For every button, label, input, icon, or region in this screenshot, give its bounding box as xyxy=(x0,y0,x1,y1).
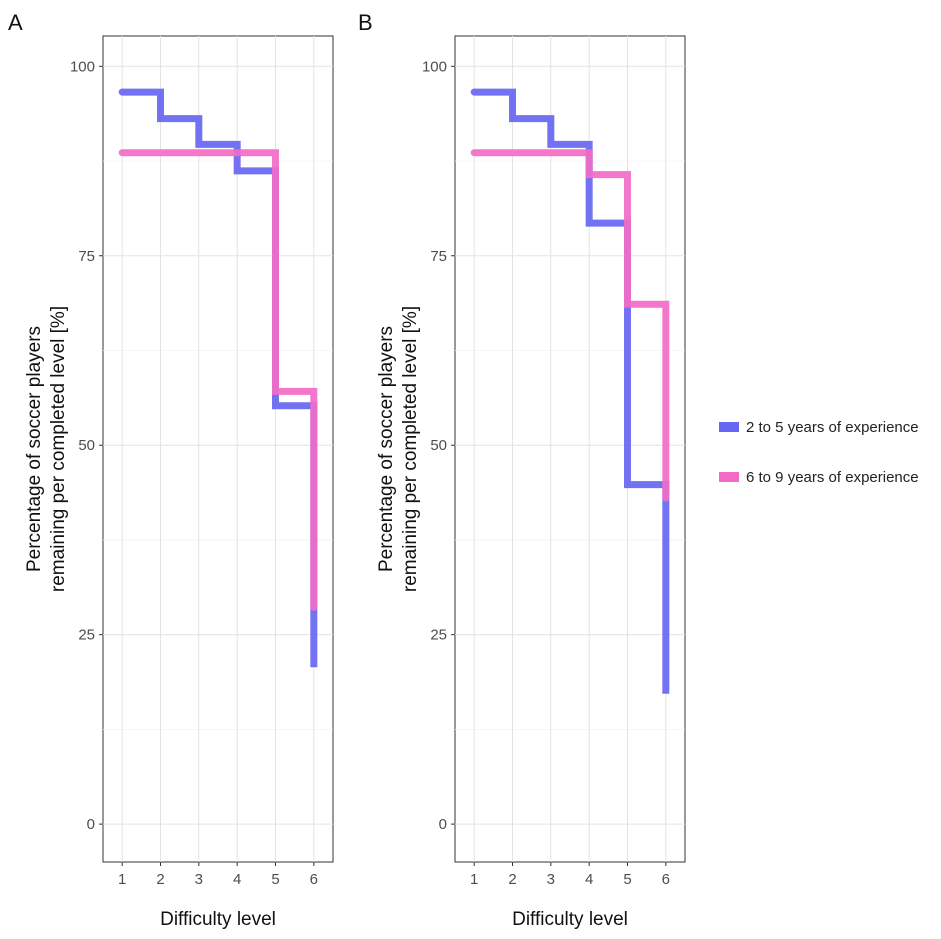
panel-a-label: A xyxy=(8,10,23,35)
x-tick-label: 2 xyxy=(156,871,164,888)
legend-item: 6 to 9 years of experience xyxy=(719,469,919,486)
panel-a-y-axis-title-line1: Percentage of soccer players xyxy=(24,326,45,572)
panel-a: A 0 25 50 75 100 1 2 3 4 5 6 Difficulty level Per… xyxy=(8,10,334,930)
panel-a-y-axis-title-line2: remaining per completed level [%] xyxy=(48,306,69,592)
x-tick-label: 4 xyxy=(233,871,241,888)
panel-b-y-axis-title: Percentage of soccer players remaining p… xyxy=(376,306,421,592)
panel-a-x-ticks: 1 2 3 4 5 6 xyxy=(118,862,318,888)
y-tick-label: 0 xyxy=(87,816,95,833)
y-tick-label: 75 xyxy=(430,248,447,265)
x-tick-label: 2 xyxy=(508,871,516,888)
panel-b-x-ticks: 1 2 3 4 5 6 xyxy=(470,862,670,888)
y-tick-label: 0 xyxy=(439,816,447,833)
panel-b-y-axis-title-line2: remaining per completed level [%] xyxy=(400,306,421,592)
x-tick-label: 3 xyxy=(547,871,555,888)
x-tick-label: 3 xyxy=(195,871,203,888)
y-tick-label: 50 xyxy=(78,437,95,454)
x-tick-label: 5 xyxy=(623,871,631,888)
panel-a-y-axis-title: Percentage of soccer players remaining p… xyxy=(24,306,69,592)
series-line-2-to-5 xyxy=(470,88,670,694)
y-tick-label: 25 xyxy=(430,627,447,644)
legend-label-2-to-5: 2 to 5 years of experience xyxy=(746,419,919,436)
x-tick-label: 6 xyxy=(310,871,318,888)
panel-b-y-axis-title-line1: Percentage of soccer players xyxy=(376,326,397,572)
y-tick-label: 75 xyxy=(78,248,95,265)
y-tick-label: 100 xyxy=(70,58,95,75)
y-tick-label: 100 xyxy=(422,58,447,75)
x-tick-label: 6 xyxy=(662,871,670,888)
series-line-6-to-9 xyxy=(470,149,670,502)
legend-label-6-to-9: 6 to 9 years of experience xyxy=(746,469,919,486)
legend-key-6-to-9 xyxy=(719,472,739,482)
panel-b-series xyxy=(470,88,670,694)
panel-b-y-ticks: 0 25 50 75 100 xyxy=(422,58,455,833)
x-tick-label: 4 xyxy=(585,871,593,888)
panel-b: B 0 25 50 75 100 1 2 3 4 5 6 Difficulty level Per… xyxy=(358,10,686,930)
series-line-6-to-9 xyxy=(118,149,318,611)
y-tick-label: 25 xyxy=(78,627,95,644)
x-tick-label: 5 xyxy=(271,871,279,888)
panel-a-frame xyxy=(102,35,334,863)
panel-a-y-ticks: 0 25 50 75 100 xyxy=(70,58,103,833)
panel-b-x-axis-title: Difficulty level xyxy=(512,909,628,930)
panel-a-x-axis-title: Difficulty level xyxy=(160,909,276,930)
legend-item: 2 to 5 years of experience xyxy=(719,419,919,436)
panel-b-label: B xyxy=(358,10,373,35)
legend: 2 to 5 years of experience 6 to 9 years … xyxy=(719,419,919,486)
x-tick-label: 1 xyxy=(470,871,478,888)
panel-a-series xyxy=(118,88,318,668)
x-tick-label: 1 xyxy=(118,871,126,888)
y-tick-label: 50 xyxy=(430,437,447,454)
legend-key-2-to-5 xyxy=(719,422,739,432)
panel-b-frame xyxy=(454,35,686,863)
